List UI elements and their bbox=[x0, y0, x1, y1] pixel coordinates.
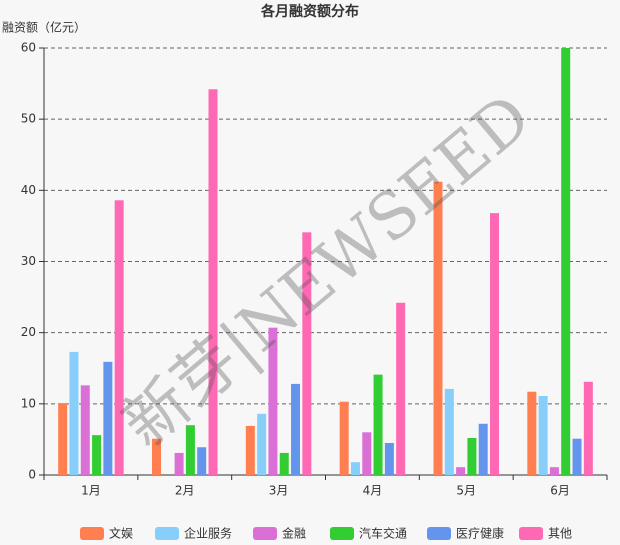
x-tick-label: 5月 bbox=[456, 484, 476, 498]
bar bbox=[92, 435, 102, 475]
bar bbox=[245, 425, 255, 475]
y-tick-label: 30 bbox=[21, 254, 36, 268]
x-tick-label: 1月 bbox=[81, 484, 101, 498]
bar bbox=[302, 232, 312, 475]
y-tick-label: 50 bbox=[21, 112, 36, 126]
legend-item: 企业服务 bbox=[155, 526, 232, 541]
bar bbox=[456, 467, 466, 475]
bar bbox=[362, 432, 372, 475]
y-tick-label: 20 bbox=[21, 325, 36, 339]
x-tick-label: 3月 bbox=[269, 484, 289, 498]
bar bbox=[291, 383, 301, 475]
legend-label: 企业服务 bbox=[184, 526, 232, 541]
bar bbox=[58, 403, 68, 475]
bar bbox=[572, 438, 582, 475]
legend-swatch bbox=[155, 527, 179, 540]
y-axis-label: 融资额（亿元） bbox=[2, 20, 86, 35]
legend-swatch bbox=[519, 527, 543, 540]
bar bbox=[561, 48, 571, 475]
bar bbox=[174, 452, 184, 475]
x-tick-label: 2月 bbox=[175, 484, 195, 498]
bar bbox=[103, 361, 113, 475]
bar bbox=[444, 388, 454, 475]
bar bbox=[268, 327, 278, 475]
bar bbox=[527, 391, 537, 475]
bar bbox=[257, 413, 267, 475]
bar bbox=[384, 442, 394, 475]
bar bbox=[583, 381, 593, 475]
bar bbox=[373, 374, 383, 475]
legend-item: 金融 bbox=[253, 526, 306, 541]
bar bbox=[538, 396, 548, 475]
bar bbox=[549, 467, 559, 475]
legend-swatch bbox=[330, 527, 354, 540]
legend-label: 其他 bbox=[548, 527, 572, 541]
bar bbox=[350, 462, 360, 475]
legend-swatch bbox=[253, 527, 277, 540]
bar bbox=[208, 89, 218, 475]
y-tick-label: 10 bbox=[21, 396, 36, 410]
legend-label: 汽车交通 bbox=[359, 526, 407, 541]
legend-item: 汽车交通 bbox=[330, 526, 407, 541]
y-tick-label: 0 bbox=[28, 468, 36, 482]
bar bbox=[433, 181, 443, 475]
y-tick-label: 60 bbox=[21, 41, 36, 55]
legend-label: 金融 bbox=[282, 526, 306, 541]
legend-item: 医疗健康 bbox=[427, 526, 504, 541]
x-tick-label: 6月 bbox=[550, 484, 570, 498]
legend-item: 其他 bbox=[519, 527, 572, 541]
bar bbox=[467, 437, 477, 475]
bar bbox=[339, 401, 349, 475]
bar bbox=[279, 452, 289, 475]
legend-item: 文娱 bbox=[80, 526, 133, 541]
bar bbox=[490, 213, 499, 475]
legend-swatch bbox=[80, 527, 104, 540]
bar bbox=[197, 447, 207, 475]
legend-label: 医疗健康 bbox=[456, 526, 504, 541]
bar bbox=[396, 302, 406, 475]
legend-label: 文娱 bbox=[109, 526, 133, 541]
bar bbox=[80, 385, 90, 475]
bar bbox=[478, 423, 488, 475]
bar bbox=[152, 438, 161, 475]
chart-title: 各月融资额分布 bbox=[260, 3, 359, 20]
bar bbox=[69, 351, 79, 475]
bar bbox=[114, 200, 124, 475]
legend-swatch bbox=[427, 527, 451, 540]
x-tick-label: 4月 bbox=[363, 484, 383, 498]
bar bbox=[185, 425, 195, 475]
y-tick-label: 40 bbox=[21, 183, 36, 197]
